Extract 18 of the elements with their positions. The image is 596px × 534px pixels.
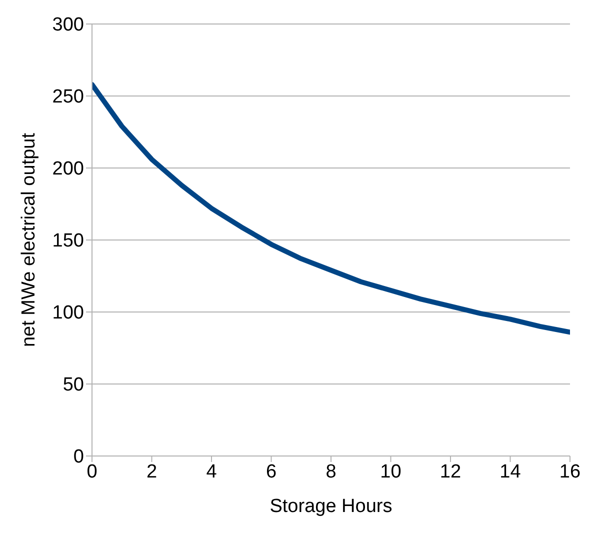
y-tick-label: 0 (73, 446, 84, 468)
y-axis-title: net MWe electrical output (18, 132, 40, 348)
x-tick-label: 0 (86, 461, 98, 482)
x-axis-title: Storage Hours (270, 496, 392, 517)
x-tick-label: 8 (326, 461, 336, 482)
y-tick-label: 200 (52, 158, 84, 180)
x-tick-label: 12 (440, 461, 462, 482)
y-tick-label: 250 (52, 86, 84, 108)
y-tick-label: 100 (52, 302, 84, 324)
y-tick-label: 300 (52, 14, 84, 36)
x-tick-label: 14 (500, 461, 522, 482)
x-tick-label: 6 (266, 461, 277, 482)
x-tick-label: 4 (206, 461, 218, 482)
x-tick-label: 10 (380, 461, 402, 482)
x-tick-label: 2 (146, 461, 158, 482)
y-tick-label: 50 (62, 374, 84, 396)
y-tick-label: 150 (52, 230, 84, 252)
x-tick-label: 16 (559, 461, 581, 482)
